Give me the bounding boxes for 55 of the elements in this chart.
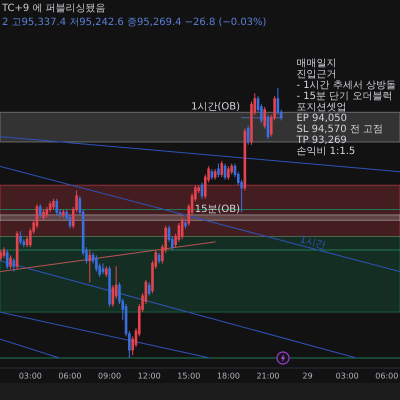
candlestick — [12, 258, 16, 272]
text: 진입근거 — [296, 69, 336, 80]
x-tick-label: 29 — [302, 372, 313, 381]
candlestick — [148, 282, 150, 296]
x-tick-label: 09:00 — [98, 372, 122, 381]
x-tick-label: 18:00 — [216, 372, 240, 381]
x-tick-label: 21:00 — [256, 372, 280, 381]
candlestick — [9, 254, 12, 270]
candlestick — [224, 163, 226, 180]
candlestick — [102, 263, 104, 275]
candlestick — [104, 266, 108, 278]
annotation: 포지션셋업 — [296, 102, 346, 113]
annotation: TP 93,269 — [295, 135, 347, 146]
annotation: SL 94,570 전 고점 — [296, 124, 383, 135]
chart-title: TC+9 에 퍼블리싱됐음 — [1, 3, 106, 14]
x-tick-label: 15:00 — [177, 372, 200, 381]
x-tick-label: 03:00 — [336, 372, 359, 381]
text: 매매일지 — [296, 58, 336, 69]
chart-subtitle: 2 고95,337.4 저95,242.6 종95,269.4 −26.8 (−0.03%) — [2, 17, 267, 28]
candlestick — [2, 246, 6, 259]
candlestick — [108, 266, 111, 308]
band-label: 15분(OB) — [194, 204, 240, 215]
candlestick — [184, 220, 187, 229]
candlestick — [0, 250, 2, 262]
annotation: - 15분 단기 오더블럭 — [296, 91, 392, 102]
candlestick — [263, 106, 266, 129]
candlestick — [16, 230, 18, 270]
x-tick-label: 06:00 — [375, 372, 398, 381]
candlestick — [200, 182, 204, 200]
annotation: - 1시간 추세서 상방돌 — [296, 80, 396, 91]
annotation: 손익비 1:1.5 — [296, 146, 356, 157]
text: 1시간 — [298, 234, 327, 252]
candlestick — [88, 250, 92, 283]
x-tick-label: 06:00 — [58, 372, 82, 381]
candlestick — [214, 168, 216, 180]
candlestick — [62, 209, 65, 218]
candlestick — [180, 217, 184, 240]
candlestick — [38, 204, 42, 218]
candlestick — [217, 163, 220, 178]
candlestick — [158, 252, 160, 264]
candlestick — [19, 230, 22, 246]
x-tick-label: 12:00 — [138, 372, 161, 381]
x-tick-label: 03:00 — [18, 372, 42, 381]
candlestick — [246, 125, 250, 146]
candlestick — [210, 168, 214, 180]
candlestick — [55, 198, 58, 216]
candlestick — [227, 166, 230, 180]
candlestick — [6, 250, 9, 270]
candlestick — [52, 198, 55, 210]
band-label: 1시간(OB) — [191, 101, 240, 112]
candlestick — [266, 114, 270, 140]
candlestick — [42, 209, 45, 221]
candlestick — [244, 128, 246, 192]
candlestick — [220, 160, 224, 178]
annotation: EP 94,050 — [296, 113, 348, 124]
